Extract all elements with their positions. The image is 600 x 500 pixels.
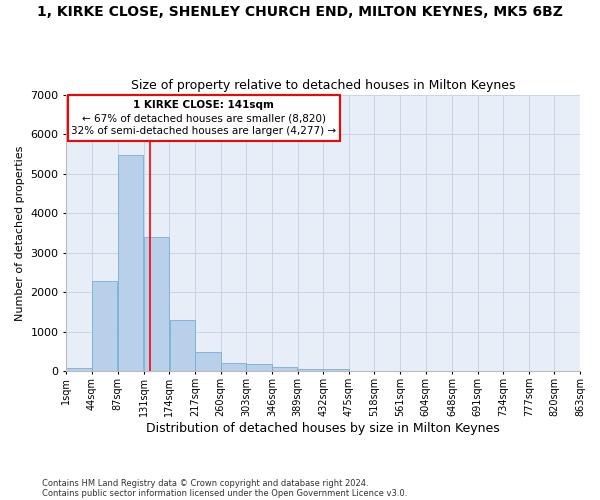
Bar: [92, 281, 118, 372]
Text: 32% of semi-detached houses are larger (4,277) →: 32% of semi-detached houses are larger (…: [71, 126, 336, 136]
X-axis label: Distribution of detached houses by size in Milton Keynes: Distribution of detached houses by size …: [146, 422, 500, 435]
Bar: [247, 364, 272, 372]
Bar: [118, 154, 143, 372]
Bar: [67, 368, 92, 372]
Text: 1 KIRKE CLOSE: 141sqm: 1 KIRKE CLOSE: 141sqm: [133, 100, 274, 110]
Title: Size of property relative to detached houses in Milton Keynes: Size of property relative to detached ho…: [131, 79, 515, 92]
Bar: [170, 320, 195, 372]
Text: ← 67% of detached houses are smaller (8,820): ← 67% of detached houses are smaller (8,…: [82, 114, 326, 124]
Text: Contains public sector information licensed under the Open Government Licence v3: Contains public sector information licen…: [42, 488, 407, 498]
Y-axis label: Number of detached properties: Number of detached properties: [15, 146, 25, 320]
Bar: [298, 369, 323, 372]
Text: Contains HM Land Registry data © Crown copyright and database right 2024.: Contains HM Land Registry data © Crown c…: [42, 478, 368, 488]
Bar: [221, 364, 246, 372]
Text: 1, KIRKE CLOSE, SHENLEY CHURCH END, MILTON KEYNES, MK5 6BZ: 1, KIRKE CLOSE, SHENLEY CHURCH END, MILT…: [37, 5, 563, 19]
Bar: [323, 370, 349, 372]
Bar: [195, 352, 221, 372]
Bar: [272, 368, 298, 372]
Bar: [144, 237, 169, 372]
FancyBboxPatch shape: [68, 96, 340, 141]
